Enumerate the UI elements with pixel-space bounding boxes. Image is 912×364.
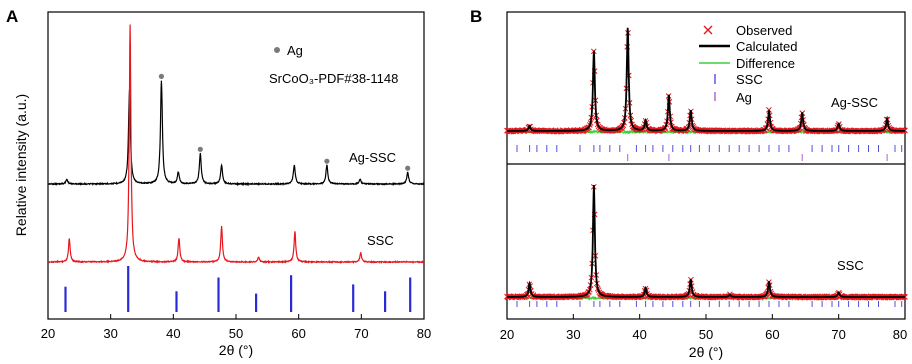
legend-calculated: Calculated [699, 39, 797, 54]
difference-legend-label: Difference [736, 56, 795, 71]
x-tick-label: 20 [41, 326, 55, 341]
panel-b-top-plot [504, 27, 908, 161]
panel-b-xlabel: 2θ (°) [689, 344, 723, 360]
panel-a-xlabel: 2θ (°) [219, 342, 253, 358]
x-tick-label: 80 [417, 326, 431, 341]
x-tick-label: 40 [166, 326, 180, 341]
ag-peak-marker [197, 146, 203, 152]
ag-legend-label: Ag [287, 43, 303, 58]
reference-legend-label: SrCoO₃-PDF#38-1148 [269, 71, 398, 86]
x-tick-label: 80 [893, 327, 907, 342]
panel-b-bottom-plot [504, 183, 908, 307]
observed-legend-marker [703, 25, 713, 35]
panel-a-frame [47, 11, 425, 320]
legend-ag: Ag [714, 90, 752, 105]
panel-b: B 20 30 40 50 60 70 80 2θ (°) Ag-SSC SSC Obser… [470, 7, 908, 360]
ag-legend-label-b: Ag [736, 90, 752, 105]
ssc-label-a: SSC [367, 233, 394, 248]
ag-legend-marker [274, 47, 280, 53]
ag-peak-marker [405, 165, 411, 171]
ag-peak-marker [324, 158, 330, 164]
panel-a-letter: A [6, 7, 18, 26]
x-tick-label: 40 [632, 327, 646, 342]
calculated-curve [507, 184, 905, 298]
x-tick-label: 30 [103, 326, 117, 341]
panel-a: A 20 30 40 50 60 70 80 2θ (°) Relative intensi… [6, 7, 431, 358]
x-tick-label: 20 [500, 327, 514, 342]
ag-ssc-label-b: Ag-SSC [831, 95, 878, 110]
observed-points [504, 183, 908, 301]
panel-b-x-ticks: 20 30 40 50 60 70 80 [500, 314, 907, 342]
x-tick-label: 70 [831, 327, 845, 342]
legend-observed: Observed [703, 23, 792, 38]
calculated-curve [507, 27, 905, 132]
x-tick-label: 60 [291, 326, 305, 341]
calculated-legend-label: Calculated [736, 39, 797, 54]
panel-b-legend: Observed Calculated Difference SSC Ag [699, 23, 797, 105]
x-tick-label: 60 [765, 327, 779, 342]
x-tick-label: 50 [699, 327, 713, 342]
observed-legend-label: Observed [736, 23, 792, 38]
panel-a-ylabel: Relative intensity (a.u.) [13, 94, 29, 236]
x-tick-label: 30 [566, 327, 580, 342]
panel-a-plot-area [47, 24, 425, 312]
panel-b-white-patch [511, 22, 545, 52]
ag-peak-marker [158, 73, 164, 79]
legend-ssc: SSC [714, 72, 763, 87]
ag-ssc-trace [47, 80, 425, 187]
ag-ssc-label: Ag-SSC [349, 150, 396, 165]
legend-difference: Difference [699, 56, 795, 71]
x-tick-label: 70 [354, 326, 368, 341]
panel-b-letter: B [470, 7, 482, 26]
x-tick-label: 50 [229, 326, 243, 341]
panel-a-x-ticks: 20 30 40 50 60 70 80 [41, 314, 431, 341]
panel-a-white-patch [52, 22, 76, 44]
ssc-label-b: SSC [837, 258, 864, 273]
ssc-legend-label: SSC [736, 72, 763, 87]
ssc-trace-a [47, 24, 425, 265]
